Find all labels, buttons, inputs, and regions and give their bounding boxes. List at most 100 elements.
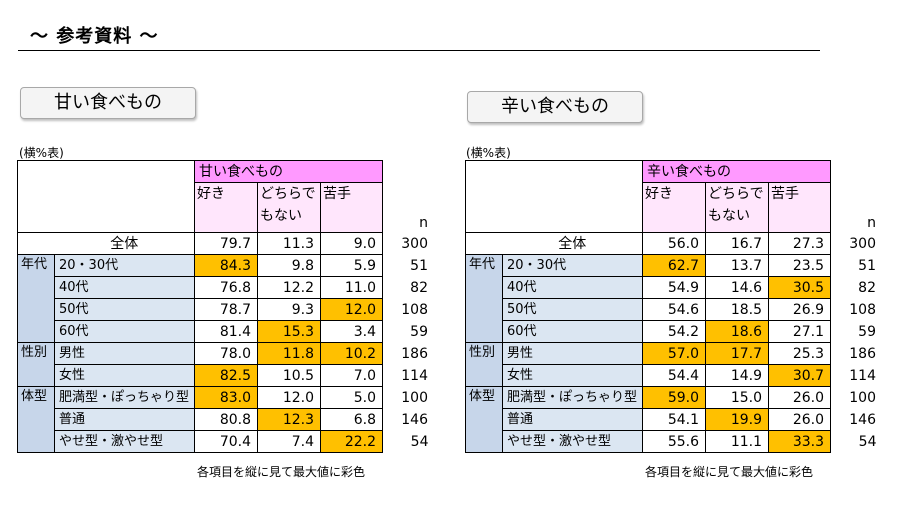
table-row: 50代 54.6 18.5 26.9 108 <box>466 298 879 321</box>
n-value: 59 <box>858 323 876 340</box>
value-cell: 22.2 <box>320 430 383 453</box>
column-header-dislike: 苦手 <box>768 182 831 233</box>
horizontal-percent-label: (横%表) <box>19 146 64 160</box>
n-column-header: n <box>867 214 876 231</box>
value-cell: 13.7 <box>705 254 769 277</box>
value-cell: 16.7 <box>705 232 769 255</box>
value-cell: 11.1 <box>705 430 769 453</box>
n-value: 59 <box>410 323 428 340</box>
crosstab-table: 辛い食べもの 好き どちらで もない 苦手 n 全体 56.0 16.7 27.3 300 年代 20・… <box>465 160 879 453</box>
value-cell: 78.0 <box>194 342 258 365</box>
corner-cell <box>465 182 643 233</box>
n-column-header: n <box>419 214 428 231</box>
value-cell: 54.4 <box>642 364 706 387</box>
value-cell: 62.7 <box>642 254 706 277</box>
column-header-dislike: 苦手 <box>320 182 383 233</box>
value-cell: 18.6 <box>705 320 769 343</box>
value-cell: 30.5 <box>768 276 831 299</box>
spicy-foods-button[interactable]: 辛い食べもの <box>467 91 643 123</box>
value-cell: 78.7 <box>194 298 258 321</box>
table-row: 性別 男性 57.0 17.7 25.3 186 <box>465 342 879 387</box>
value-cell: 76.8 <box>194 276 258 299</box>
n-value: 54 <box>858 433 877 450</box>
table-row: 普通 54.1 19.9 26.0 146 <box>466 408 879 431</box>
table-row: 性別 男性 78.0 11.8 10.2 186 <box>17 342 431 387</box>
column-header-neutral: どちらで もない <box>705 182 769 233</box>
n-value: 300 <box>849 235 876 252</box>
column-header-like: 好き <box>642 182 706 233</box>
value-cell: 15.0 <box>705 386 769 409</box>
column-header-neutral-line1: どちらで <box>260 186 316 202</box>
row-label: 50代 <box>54 298 195 321</box>
total-row-label: 全体 <box>54 232 195 255</box>
value-cell: 80.8 <box>194 408 258 431</box>
n-value: 300 <box>401 235 428 252</box>
value-cell: 3.4 <box>320 320 383 343</box>
n-value: 108 <box>849 301 876 318</box>
group-label: 性別 <box>465 342 503 387</box>
value-cell: 12.0 <box>257 386 321 409</box>
value-cell: 12.2 <box>257 276 321 299</box>
n-value: 51 <box>410 257 428 274</box>
row-label: 60代 <box>502 320 643 343</box>
value-cell: 27.3 <box>768 232 831 255</box>
row-label: 40代 <box>502 276 643 299</box>
blank-cell <box>465 232 503 255</box>
table-row: 女性 54.4 14.9 30.7 114 <box>466 364 879 387</box>
page-title: 〜 参考資料 〜 <box>30 26 159 47</box>
table-row: 年代 20・30代 62.7 13.7 23.5 51 <box>465 254 879 343</box>
value-cell: 6.8 <box>320 408 383 431</box>
horizontal-percent-label: (横%表) <box>466 146 511 160</box>
table-row: 女性 82.5 10.5 7.0 114 <box>18 364 431 387</box>
value-cell: 11.8 <box>257 342 321 365</box>
table-row: 40代 54.9 14.6 30.5 82 <box>466 276 879 299</box>
corner-cell <box>17 182 195 233</box>
value-cell: 14.6 <box>705 276 769 299</box>
table-row: 普通 80.8 12.3 6.8 146 <box>18 408 431 431</box>
value-cell: 7.4 <box>257 430 321 453</box>
n-value: 114 <box>849 367 876 384</box>
sweet-foods-button[interactable]: 甘い食べもの <box>20 87 196 119</box>
value-cell: 14.9 <box>705 364 769 387</box>
value-cell: 17.7 <box>705 342 769 365</box>
value-cell: 54.2 <box>642 320 706 343</box>
value-cell: 82.5 <box>194 364 258 387</box>
value-cell: 26.9 <box>768 298 831 321</box>
row-label: 普通 <box>502 408 643 431</box>
value-cell: 59.0 <box>642 386 706 409</box>
value-cell: 54.1 <box>642 408 706 431</box>
value-cell: 12.0 <box>320 298 383 321</box>
value-cell: 83.0 <box>194 386 258 409</box>
row-label: 60代 <box>54 320 195 343</box>
value-cell: 9.3 <box>257 298 321 321</box>
value-cell: 33.3 <box>768 430 831 453</box>
column-header-neutral: どちらで もない <box>257 182 321 233</box>
value-cell: 57.0 <box>642 342 706 365</box>
blank-cell <box>383 161 431 183</box>
row-label: 女性 <box>54 364 195 387</box>
column-header-like: 好き <box>194 182 258 233</box>
table-row: 50代 78.7 9.3 12.0 108 <box>18 298 431 321</box>
n-value: 108 <box>401 301 428 318</box>
table-row: 年代 20・30代 84.3 9.8 5.9 51 <box>17 254 431 343</box>
column-header-neutral-line2: もない <box>260 208 302 224</box>
value-cell: 9.8 <box>257 254 321 277</box>
n-value: 82 <box>858 279 876 296</box>
n-value: 51 <box>858 257 876 274</box>
highlight-caption: 各項目を縦に見て最大値に彩色 <box>197 465 366 479</box>
n-value: 186 <box>849 345 876 362</box>
crosstab-table: 甘い食べもの 好き どちらで もない 苦手 n 全体 79.7 11.3 9.0 300 年代 20・3… <box>17 160 431 453</box>
value-cell: 30.7 <box>768 364 831 387</box>
n-value: 186 <box>401 345 428 362</box>
row-label: 女性 <box>502 364 643 387</box>
value-cell: 54.9 <box>642 276 706 299</box>
row-label: 男性 <box>502 342 643 365</box>
n-value: 146 <box>849 411 876 428</box>
value-cell: 10.2 <box>320 342 383 365</box>
value-cell: 27.1 <box>768 320 831 343</box>
value-cell: 5.9 <box>320 254 383 277</box>
row-label: 20・30代 <box>502 254 643 277</box>
table-header: 甘い食べもの <box>194 160 383 183</box>
highlight-caption: 各項目を縦に見て最大値に彩色 <box>645 465 814 479</box>
table-header: 辛い食べもの <box>642 160 831 183</box>
